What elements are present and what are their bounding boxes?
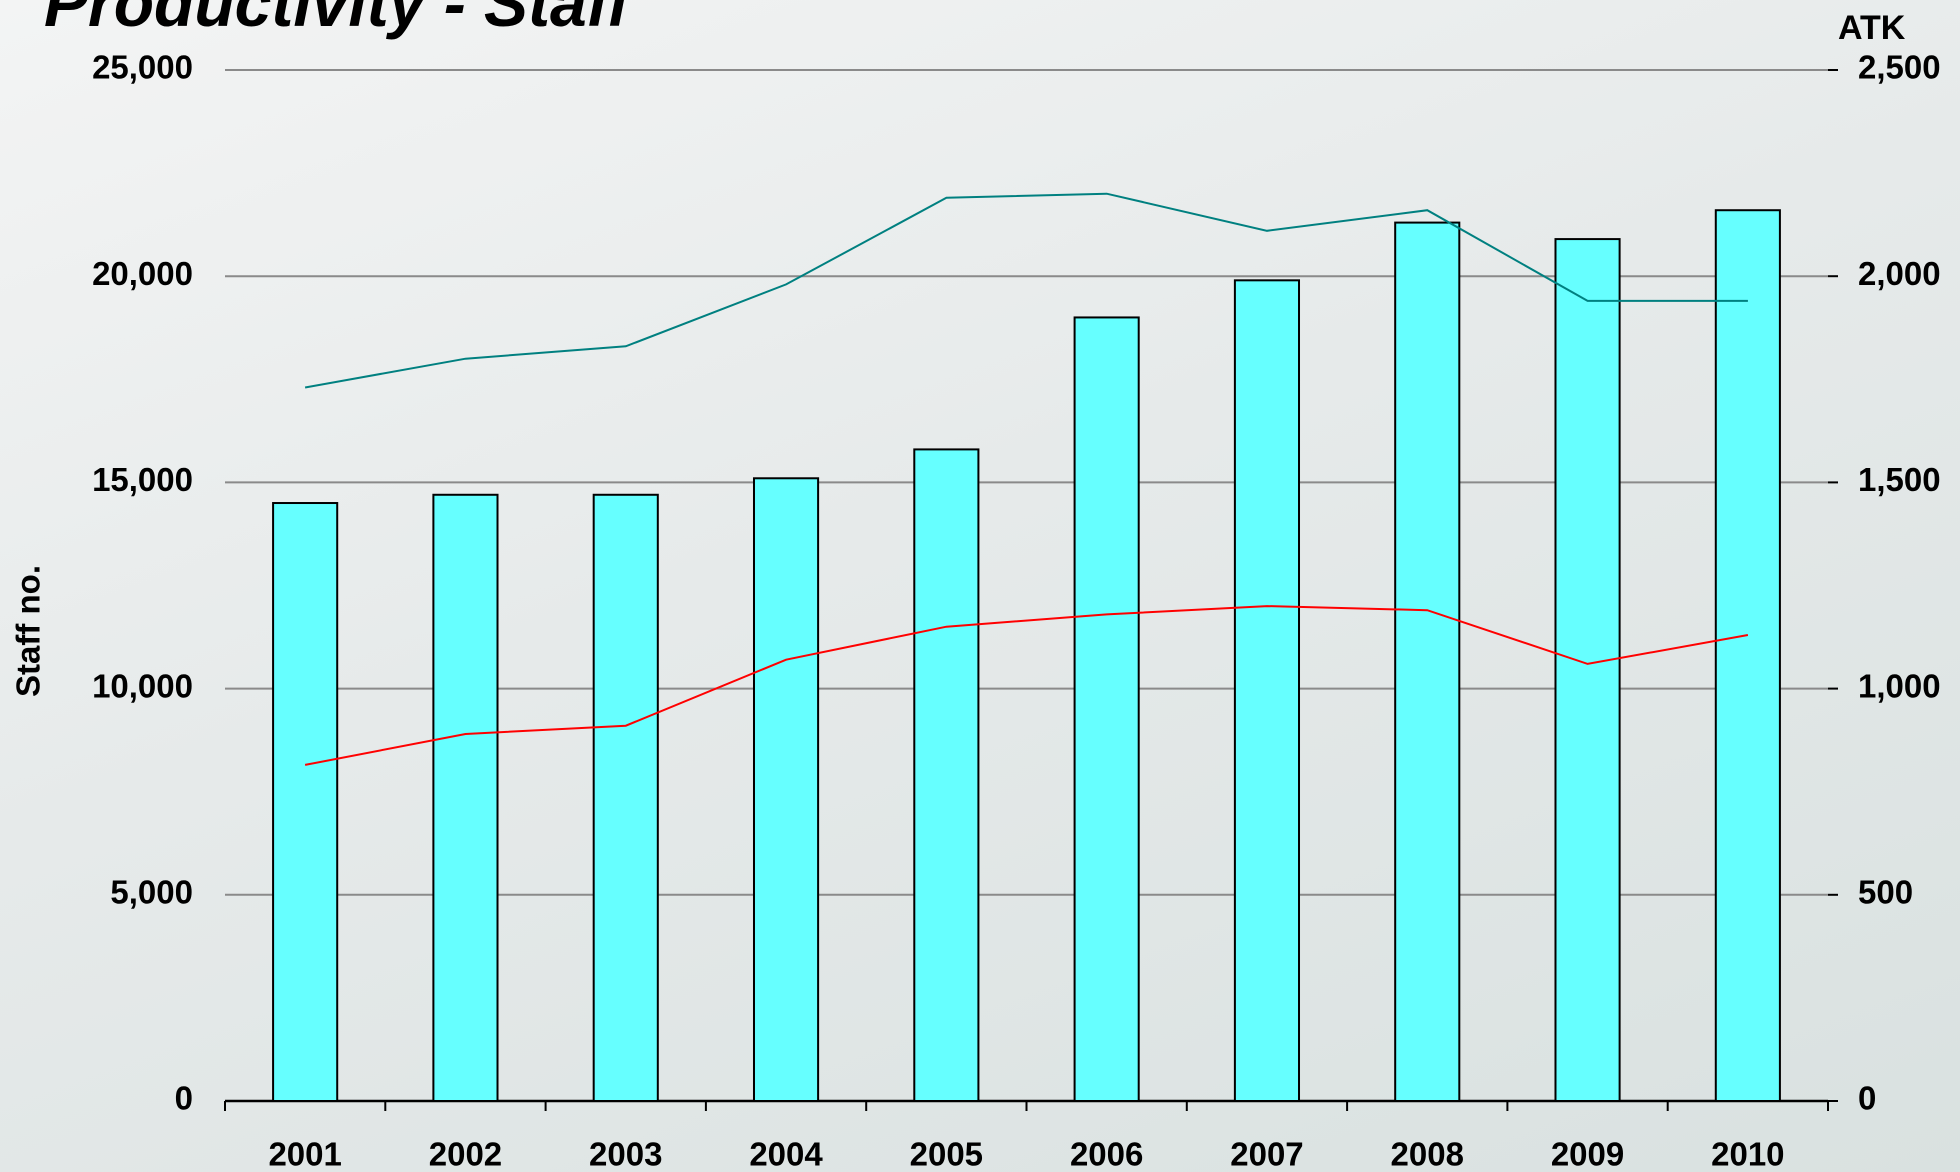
x-tick-label: 2007	[1230, 1136, 1303, 1172]
x-tick-label: 2003	[589, 1136, 662, 1172]
y-tick-label: 5,000	[110, 874, 193, 911]
y-tick-label: 20,000	[92, 255, 193, 292]
y-tick-label: 0	[175, 1080, 193, 1117]
line-series	[304, 605, 1749, 766]
bar	[1394, 221, 1461, 1102]
y2-tick-label: 1,000	[1858, 667, 1941, 704]
bar	[1233, 279, 1301, 1103]
y2-tick-label: 2,000	[1858, 255, 1941, 292]
x-tick-label: 2005	[910, 1136, 983, 1172]
y-tick-label: 15,000	[92, 461, 193, 498]
x-tick-label: 2001	[268, 1136, 341, 1172]
bar	[1073, 316, 1140, 1102]
y-tick-label: 25,000	[92, 49, 193, 86]
line-series	[304, 192, 1748, 389]
bar	[913, 448, 980, 1102]
x-tick-label: 2010	[1711, 1136, 1784, 1172]
y2-tick-label: 2,500	[1858, 49, 1941, 86]
bar	[752, 477, 820, 1102]
y2-tick-label: 1,500	[1858, 461, 1941, 498]
x-tick-label: 2002	[429, 1136, 502, 1172]
x-tick-label: 2009	[1551, 1136, 1624, 1172]
chart-title: Productivity - Staff	[44, 0, 636, 40]
y-axis-label: Staff no.	[10, 565, 47, 697]
y2-axis-label: ATK	[1838, 9, 1906, 47]
bar	[592, 493, 659, 1103]
bar	[432, 493, 499, 1103]
bar	[1714, 209, 1781, 1102]
y-tick-label: 10,000	[92, 667, 193, 704]
x-tick-label: 2006	[1070, 1136, 1143, 1172]
y2-tick-label: 0	[1858, 1080, 1876, 1117]
bar	[272, 502, 339, 1102]
x-tick-label: 2004	[749, 1136, 823, 1172]
x-tick-label: 2008	[1391, 1136, 1464, 1172]
bar	[1554, 238, 1621, 1103]
y2-tick-label: 500	[1858, 874, 1913, 911]
